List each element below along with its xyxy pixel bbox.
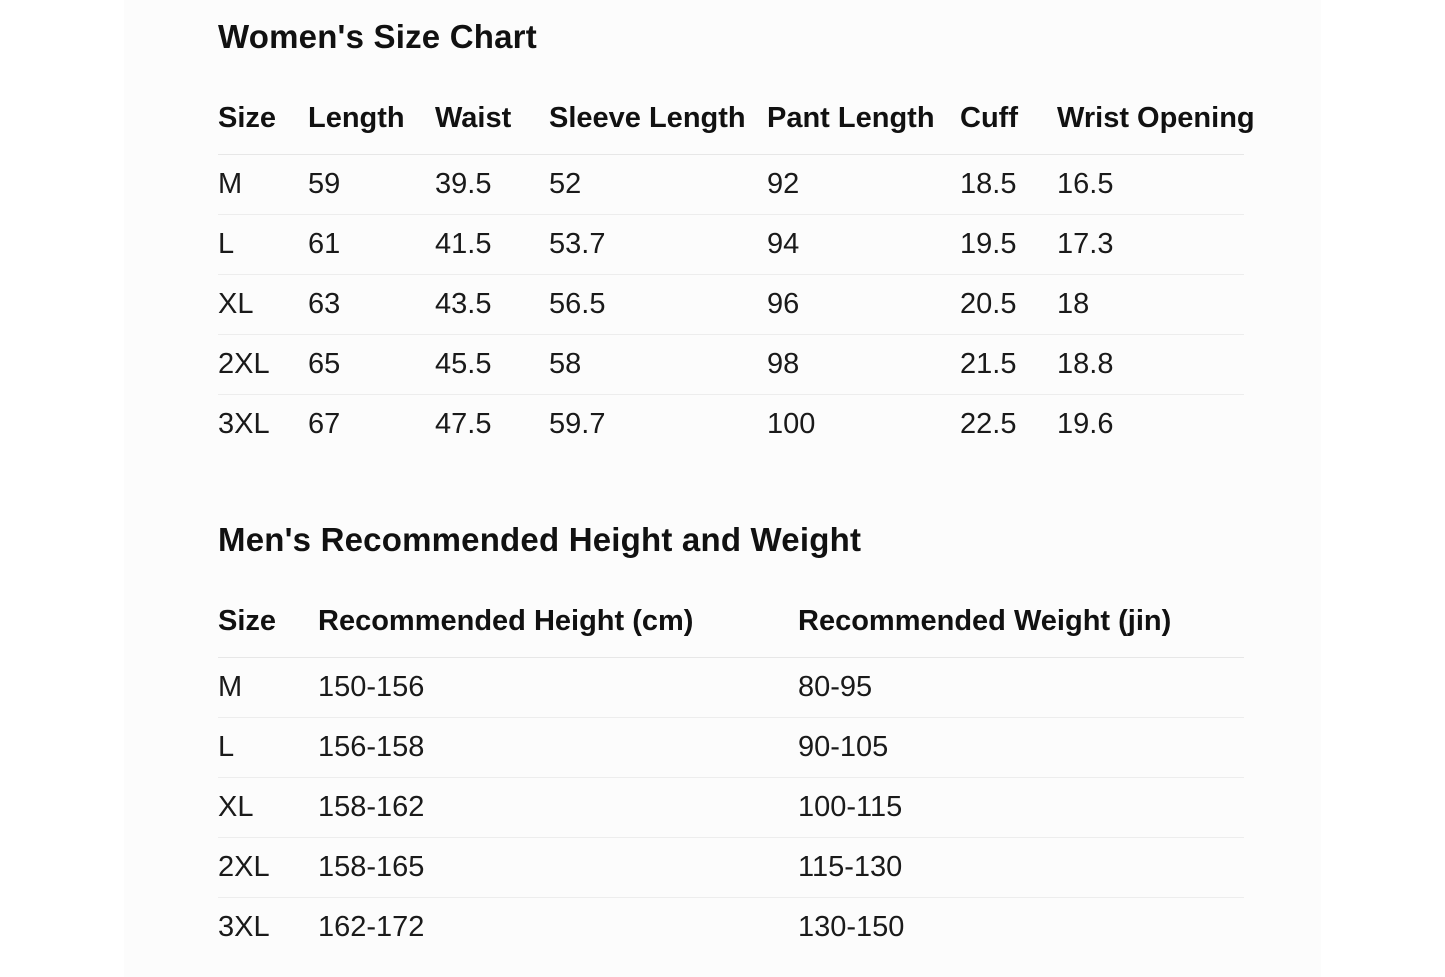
column-header-size: Size [218,102,308,155]
mens-height-weight-title: Men's Recommended Height and Weight [218,520,862,558]
table-cell: 59.7 [549,408,606,441]
table-cell: 3XL [218,408,270,441]
table-cell: M [218,657,318,718]
table-cell: 16.5 [1057,154,1244,215]
table-cell: L [218,717,318,778]
table-cell: 115-130 [798,837,1244,898]
table-cell: 18.8 [1057,334,1244,395]
table-cell: 59 [308,154,435,215]
table-cell: 19.6 [1057,408,1114,441]
table-cell: 63 [308,274,435,335]
column-header-recommended-height-cm: Recommended Height (cm) [318,604,798,658]
table-cell: 65 [308,334,435,395]
column-header-cuff: Cuff [960,102,1057,155]
womens-size-chart-table: Size Length Waist Sleeve Length Pant Length C… [218,102,1255,455]
table-cell: 47.5 [435,408,492,441]
table-cell: M [218,154,308,215]
column-header-length: Length [308,102,435,155]
table-cell: 58 [549,334,767,395]
table-cell: 150-156 [318,657,798,718]
table-cell: 3XL [218,910,270,943]
header-row: Size Recommended Height (cm) Recommended W… [218,604,1244,658]
table-cell: 98 [767,334,960,395]
table-cell: 92 [767,154,960,215]
column-header-wrist-opening: Wrist Opening [1057,102,1255,155]
table-cell: 80-95 [798,657,1244,718]
table-row: 3XL 67 47.5 59.7 100 22.5 19.6 [218,395,1244,455]
table-cell: 43.5 [435,274,549,335]
table-cell: 96 [767,274,960,335]
table-cell: 18.5 [960,154,1057,215]
table-cell: 156-158 [318,717,798,778]
table-cell: 22.5 [960,408,1017,441]
table-cell: 21.5 [960,334,1057,395]
table-cell: 41.5 [435,214,549,275]
table-cell: 53.7 [549,214,767,275]
table-cell: 158-162 [318,777,798,838]
table-cell: 130-150 [798,910,905,943]
column-header-size: Size [218,604,318,658]
table-cell: 18 [1057,274,1244,335]
table-cell: 67 [308,408,341,441]
column-header-recommended-weight-jin: Recommended Weight (jin) [798,604,1244,658]
table-row: 2XL 65 45.5 58 98 21.5 18.8 [218,334,1244,395]
womens-size-chart-title: Women's Size Chart [218,18,537,55]
table-cell: 2XL [218,837,318,898]
table-row: 3XL 162-172 130-150 [218,897,1244,957]
table-row: XL 158-162 100-115 [218,777,1244,838]
table-cell: 56.5 [549,274,767,335]
mens-height-weight-table: Size Recommended Height (cm) Recommended W… [218,604,1244,958]
table-row: 2XL 158-165 115-130 [218,837,1244,898]
table-cell: 100-115 [798,777,1244,838]
table-cell: 20.5 [960,274,1057,335]
column-header-pant-length: Pant Length [767,102,960,155]
header-row: Size Length Waist Sleeve Length Pant Length C… [218,102,1255,155]
table-cell: 90-105 [798,717,1244,778]
column-header-sleeve-length: Sleeve Length [549,102,767,155]
table-cell: 19.5 [960,214,1057,275]
table-row: L 156-158 90-105 [218,717,1244,778]
table-cell: 100 [767,408,816,441]
table-cell: L [218,214,308,275]
table-row: L 61 41.5 53.7 94 19.5 17.3 [218,214,1244,275]
table-cell: XL [218,777,318,838]
table-cell: 94 [767,214,960,275]
column-header-waist: Waist [435,102,549,155]
table-row: M 59 39.5 52 92 18.5 16.5 [218,154,1244,215]
table-cell: 61 [308,214,435,275]
table-cell: 158-165 [318,837,798,898]
table-cell: 45.5 [435,334,549,395]
table-row: XL 63 43.5 56.5 96 20.5 18 [218,274,1244,335]
table-cell: 52 [549,154,767,215]
table-cell: 2XL [218,334,308,395]
table-cell: 162-172 [318,910,425,943]
table-cell: 39.5 [435,154,549,215]
table-row: M 150-156 80-95 [218,657,1244,718]
table-cell: 17.3 [1057,214,1244,275]
page-content: Women's Size Chart Size Length Waist Sleeve… [124,0,1321,977]
table-cell: XL [218,274,308,335]
